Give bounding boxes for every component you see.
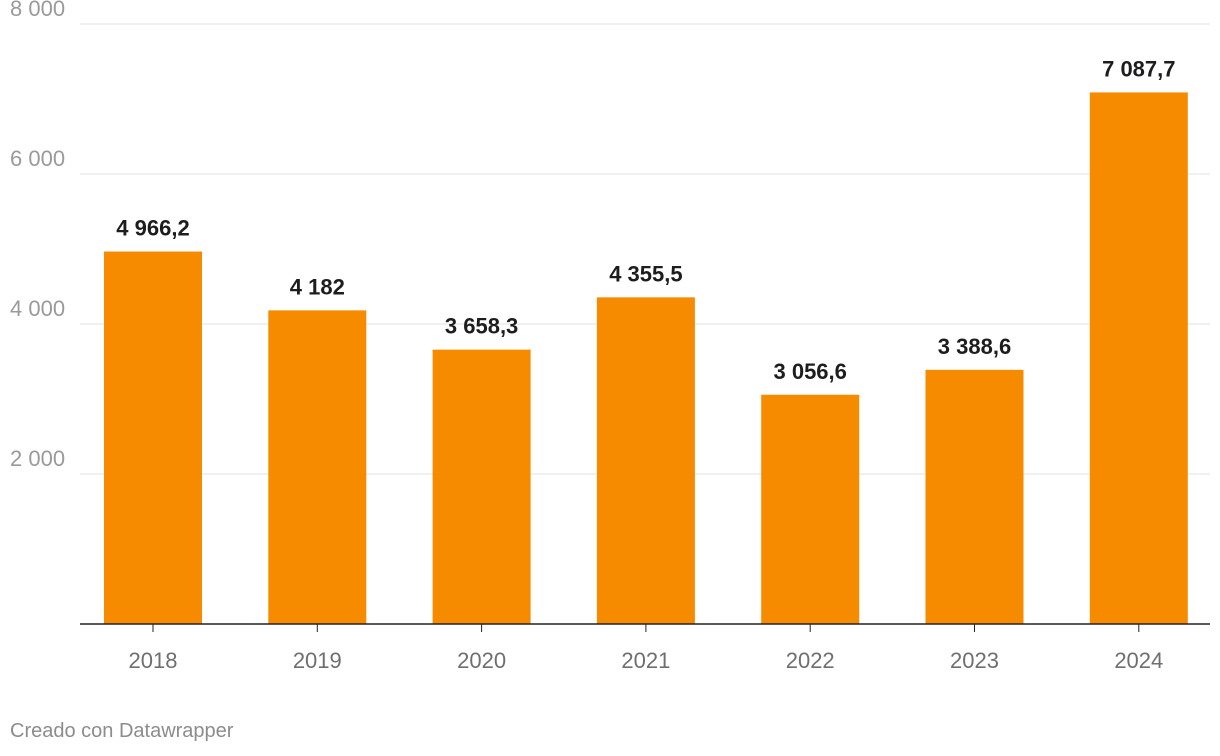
x-tick-label-2018: 2018	[129, 648, 178, 673]
data-label-2021: 4 355,5	[609, 261, 682, 286]
bar-2023	[925, 369, 1024, 624]
y-tick-label: 2 000	[10, 446, 65, 471]
x-tick-label-2020: 2020	[457, 648, 506, 673]
x-tick-label-2023: 2023	[950, 648, 999, 673]
data-label-2018: 4 966,2	[116, 216, 189, 241]
x-tick-label-2024: 2024	[1114, 648, 1163, 673]
bar-2024	[1089, 92, 1188, 625]
bar-2019	[268, 310, 367, 624]
data-label-2019: 4 182	[290, 274, 345, 299]
y-tick-label: 4 000	[10, 296, 65, 321]
y-tick-label: 6 000	[10, 146, 65, 171]
data-labels: 4 966,2 4 182 3 658,3 4 355,5 3 056,6 3 388,6…	[116, 56, 1175, 383]
data-label-2023: 3 388,6	[938, 334, 1011, 359]
bars	[104, 92, 1188, 625]
data-label-2022: 3 056,6	[773, 359, 846, 384]
bar-2018	[104, 251, 202, 624]
x-axis: 2018 2019 2020 2021 2022 2023 2024	[129, 624, 1163, 673]
data-label-2024: 7 087,7	[1102, 56, 1175, 81]
x-tick-label-2021: 2021	[621, 648, 670, 673]
y-tick-label: 8 000	[10, 0, 65, 21]
bar-2020	[432, 349, 531, 624]
bar-2021	[596, 297, 695, 624]
x-tick-label-2022: 2022	[786, 648, 835, 673]
datawrapper-credit: Creado con Datawrapper	[10, 720, 234, 742]
bar-2022	[761, 394, 860, 624]
data-label-2020: 3 658,3	[445, 314, 518, 339]
x-tick-label-2019: 2019	[293, 648, 342, 673]
